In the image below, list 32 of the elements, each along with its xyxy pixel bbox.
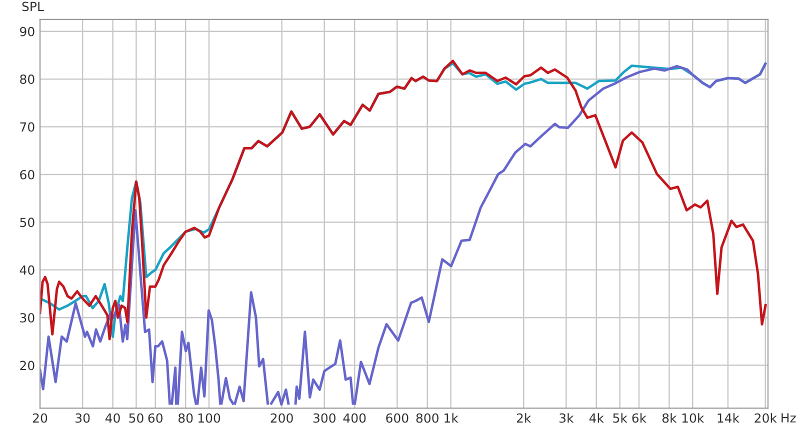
x-tick-label: 4k — [589, 413, 604, 423]
y-tick-label: 30 — [20, 313, 34, 323]
x-tick-label: 20k — [754, 413, 777, 423]
x-tick-label: 100 — [198, 413, 220, 423]
x-tick-label: 300 — [313, 413, 336, 423]
x-tick-label: 10k — [682, 413, 704, 423]
x-tick-label: 5k — [613, 413, 628, 423]
x-axis-title: Hz — [782, 413, 796, 422]
x-tick-label: 30 — [76, 413, 90, 423]
y-tick-label: 40 — [20, 265, 34, 275]
x-tick-label: 800 — [416, 413, 438, 423]
y-tick-label: 60 — [20, 170, 34, 180]
x-tick-label: 3k — [560, 413, 574, 423]
x-tick-label: 2k — [516, 413, 532, 423]
x-tick-label: 600 — [386, 413, 408, 423]
y-axis-title: SPL — [22, 2, 44, 12]
x-tick-label: 400 — [343, 413, 366, 423]
x-tick-label: 8k — [662, 413, 677, 423]
x-tick-label: 6k — [632, 413, 647, 423]
y-tick-label: 20 — [20, 360, 34, 370]
y-tick-label: 90 — [20, 26, 34, 36]
y-tick-label: 50 — [20, 218, 34, 228]
x-tick-label: 1k — [444, 413, 458, 423]
x-tick-label: 200 — [270, 413, 293, 423]
y-tick-label: 70 — [20, 122, 34, 132]
x-tick-label: 50 — [129, 413, 144, 423]
x-tick-label: 80 — [178, 413, 193, 423]
y-tick-label: 80 — [20, 74, 34, 84]
x-tick-label: 60 — [148, 413, 162, 423]
x-tick-label: 40 — [105, 413, 120, 423]
x-tick-label: 20 — [32, 413, 48, 423]
x-tick-label: 14k — [718, 413, 740, 423]
